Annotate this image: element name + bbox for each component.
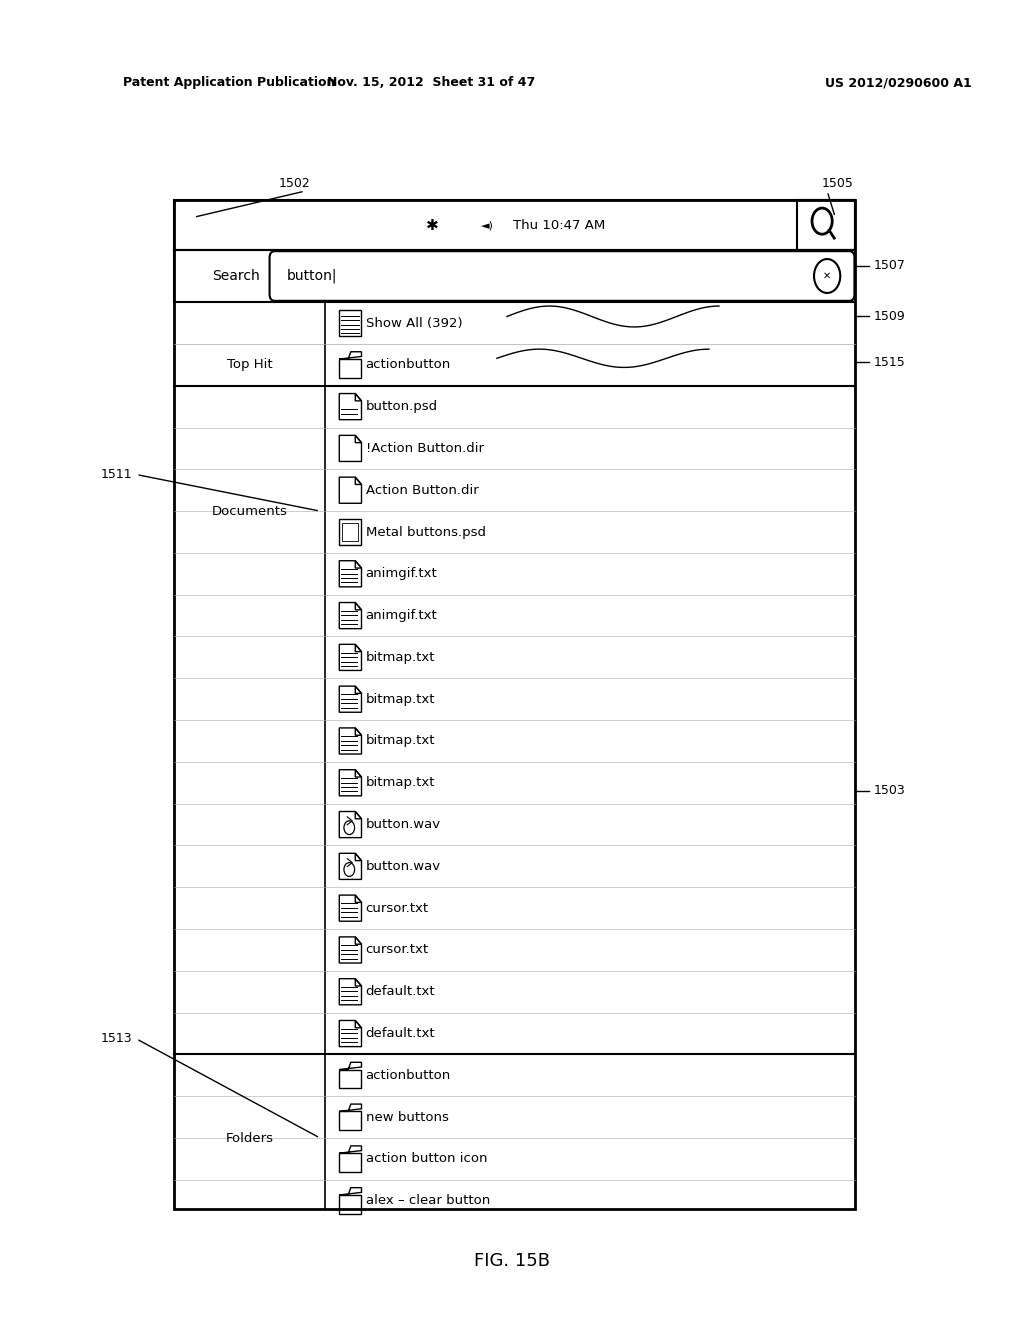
Text: bitmap.txt: bitmap.txt <box>366 693 435 706</box>
Text: Search: Search <box>212 269 260 282</box>
Text: animgif.txt: animgif.txt <box>366 568 437 581</box>
Text: bitmap.txt: bitmap.txt <box>366 734 435 747</box>
Text: ◄): ◄) <box>481 220 494 230</box>
Text: !Action Button.dir: !Action Button.dir <box>366 442 483 455</box>
Bar <box>174 201 855 1209</box>
Text: button.psd: button.psd <box>366 400 437 413</box>
Text: 1507: 1507 <box>873 259 905 272</box>
Bar <box>342 523 358 541</box>
Text: Nov. 15, 2012  Sheet 31 of 47: Nov. 15, 2012 Sheet 31 of 47 <box>327 77 536 90</box>
Text: US 2012/0290600 A1: US 2012/0290600 A1 <box>825 77 972 90</box>
Text: bitmap.txt: bitmap.txt <box>366 776 435 789</box>
Bar <box>174 249 855 302</box>
Text: default.txt: default.txt <box>366 985 435 998</box>
Text: Metal buttons.psd: Metal buttons.psd <box>366 525 485 539</box>
Text: new buttons: new buttons <box>366 1110 449 1123</box>
Text: FIG. 15B: FIG. 15B <box>474 1251 550 1270</box>
Text: ✱: ✱ <box>426 218 439 232</box>
Text: action button icon: action button icon <box>366 1152 487 1166</box>
Bar <box>339 310 361 337</box>
Text: default.txt: default.txt <box>366 1027 435 1040</box>
Text: Patent Application Publication: Patent Application Publication <box>123 77 336 90</box>
Text: 1505: 1505 <box>821 177 853 190</box>
Text: Documents: Documents <box>211 504 288 517</box>
Text: 1503: 1503 <box>873 784 905 797</box>
Text: cursor.txt: cursor.txt <box>366 944 429 957</box>
FancyBboxPatch shape <box>269 251 854 301</box>
Text: 1511: 1511 <box>100 469 132 480</box>
Text: button.wav: button.wav <box>366 818 440 832</box>
Text: actionbutton: actionbutton <box>366 1069 451 1082</box>
Text: button|: button| <box>287 269 337 284</box>
Text: 1502: 1502 <box>279 177 310 190</box>
Text: ✕: ✕ <box>823 271 831 281</box>
Text: Show All (392): Show All (392) <box>366 317 462 330</box>
Text: actionbutton: actionbutton <box>366 358 451 371</box>
Text: Action Button.dir: Action Button.dir <box>366 483 478 496</box>
Text: 1509: 1509 <box>873 310 905 323</box>
Text: Top Hit: Top Hit <box>226 358 272 371</box>
Text: Folders: Folders <box>225 1131 273 1144</box>
Text: alex – clear button: alex – clear button <box>366 1195 489 1208</box>
Text: animgif.txt: animgif.txt <box>366 609 437 622</box>
Bar <box>797 201 855 249</box>
Bar <box>339 519 361 545</box>
Text: bitmap.txt: bitmap.txt <box>366 651 435 664</box>
Text: Thu 10:47 AM: Thu 10:47 AM <box>513 219 605 231</box>
Text: cursor.txt: cursor.txt <box>366 902 429 915</box>
Text: 1515: 1515 <box>873 355 905 368</box>
Text: 1513: 1513 <box>100 1032 132 1045</box>
Text: button.wav: button.wav <box>366 859 440 873</box>
Bar <box>174 201 855 249</box>
